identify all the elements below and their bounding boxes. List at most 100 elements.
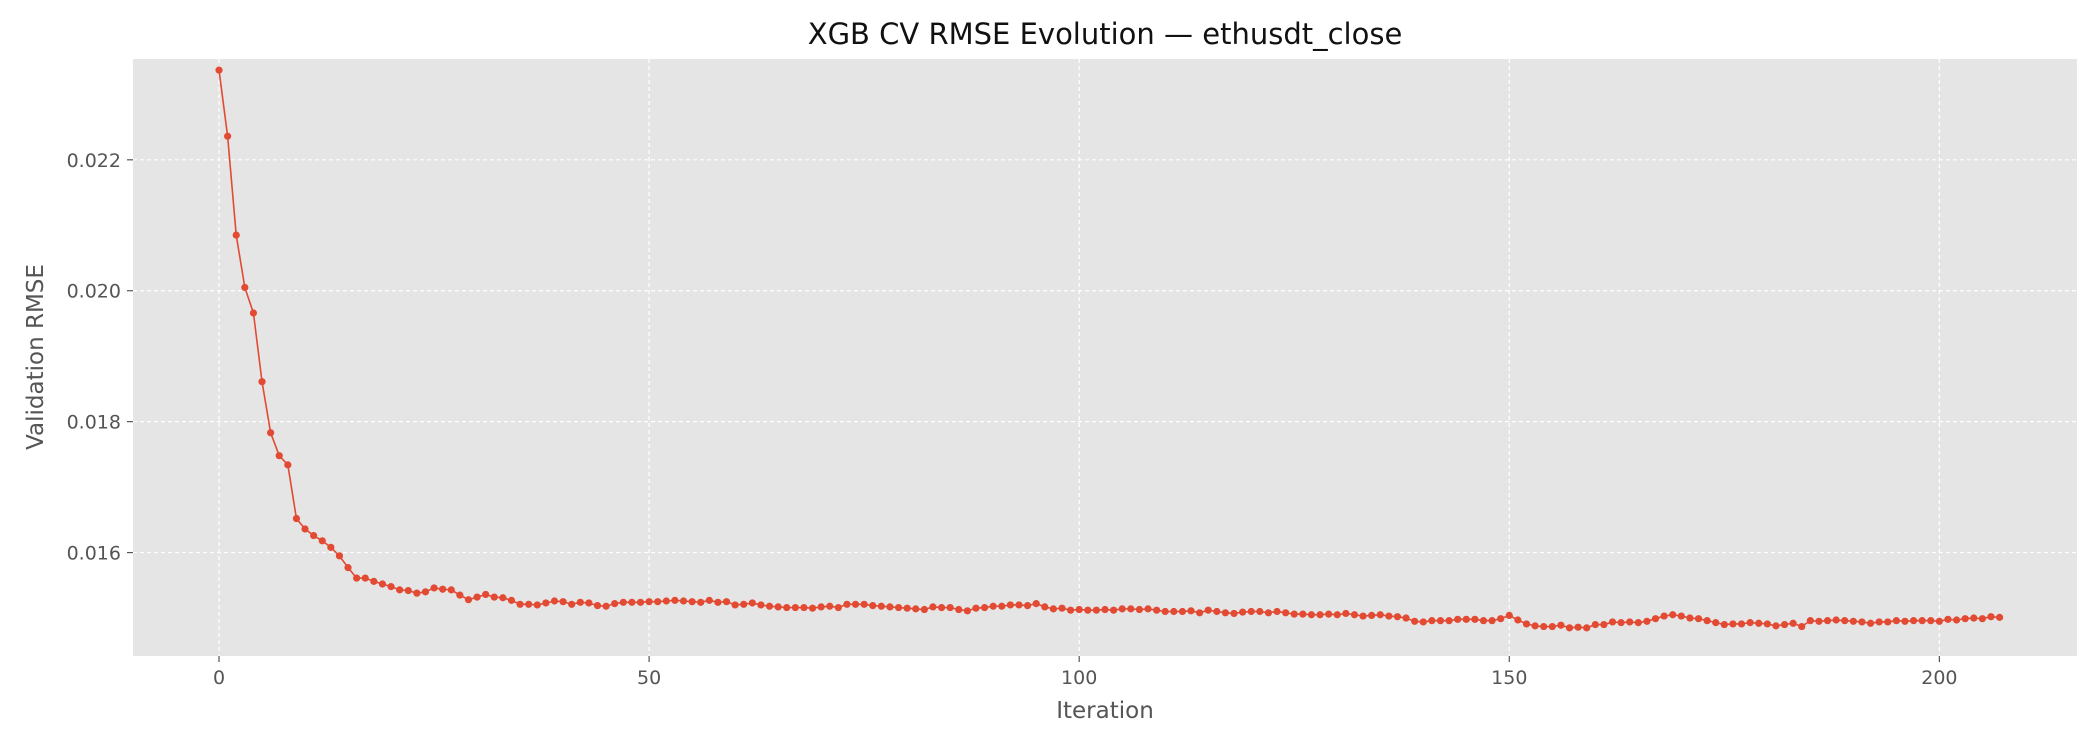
data-point (1454, 615, 1462, 623)
data-point (1608, 618, 1617, 626)
data-point (430, 584, 438, 592)
data-point (869, 602, 877, 610)
data-point (499, 594, 507, 602)
data-point (1849, 617, 1857, 625)
data-point (1987, 613, 1995, 621)
data-point (1755, 619, 1763, 627)
data-point (1669, 611, 1677, 619)
data-point (877, 602, 885, 610)
data-point (1823, 617, 1832, 625)
data-point (636, 598, 645, 606)
data-point (1600, 620, 1608, 629)
data-point (808, 604, 817, 612)
data-point (826, 602, 834, 610)
data-point (1350, 611, 1359, 619)
data-point (1411, 617, 1419, 625)
data-point (267, 429, 275, 437)
data-point (774, 603, 782, 611)
data-point (1161, 607, 1169, 616)
data-point (834, 603, 842, 612)
data-point (1884, 618, 1892, 626)
data-point (714, 598, 722, 606)
grid (133, 59, 2077, 656)
data-point (740, 600, 748, 608)
x-tick-label: 200 (1921, 667, 1957, 689)
data-point (619, 598, 627, 606)
data-point (1032, 600, 1040, 608)
data-point (1720, 620, 1728, 629)
data-point (275, 452, 283, 460)
data-point (1273, 607, 1281, 616)
data-point (396, 586, 404, 594)
data-point (1832, 616, 1840, 624)
y-tick-label: 0.020 (67, 281, 121, 303)
data-point (1772, 622, 1780, 630)
data-point (1789, 619, 1797, 627)
data-point (1488, 617, 1496, 625)
data-point (628, 598, 636, 606)
data-point (972, 604, 980, 612)
data-point (335, 552, 344, 560)
data-point (507, 596, 516, 604)
data-point (757, 601, 765, 609)
data-point (224, 132, 232, 140)
data-point (886, 603, 894, 611)
data-point (731, 601, 739, 609)
data-point (1815, 617, 1823, 625)
data-point (1368, 611, 1376, 620)
data-point (1514, 616, 1522, 624)
data-point (1651, 615, 1660, 623)
data-point (404, 586, 412, 595)
data-point (292, 514, 301, 523)
data-point (1961, 615, 1969, 623)
series-line (218, 70, 2000, 629)
data-point (482, 590, 490, 599)
x-tick-label: 50 (637, 667, 661, 689)
data-point (705, 596, 713, 604)
data-point (370, 577, 378, 585)
data-point (843, 600, 851, 608)
data-point (1187, 607, 1195, 615)
data-point (1497, 615, 1505, 623)
data-point (1591, 620, 1599, 629)
data-point (1780, 620, 1789, 629)
data-point (602, 602, 610, 610)
data-point (611, 600, 619, 608)
data-point (1264, 609, 1273, 617)
data-point (1239, 608, 1247, 616)
data-point (1901, 617, 1909, 625)
data-point (963, 607, 971, 615)
data-point (1583, 624, 1591, 632)
data-point (550, 597, 559, 605)
data-point (361, 574, 369, 582)
data-point (1325, 610, 1333, 618)
data-point (1127, 605, 1135, 613)
data-point (1677, 612, 1685, 620)
data-point (249, 309, 258, 317)
data-point (1746, 619, 1754, 627)
data-point (946, 603, 954, 612)
data-point (903, 604, 911, 612)
data-point (1540, 622, 1548, 631)
data-point (421, 588, 430, 596)
data-point (980, 603, 989, 612)
data-point (533, 601, 541, 609)
data-point (697, 598, 705, 606)
data-point (327, 543, 335, 551)
data-point (1935, 617, 1943, 625)
data-point (1135, 605, 1144, 614)
data-point (1952, 616, 1961, 624)
data-point (989, 602, 997, 610)
data-point (998, 602, 1006, 610)
data-point (1617, 619, 1625, 627)
data-point (1643, 617, 1651, 625)
data-point (542, 599, 550, 607)
data-point (1445, 617, 1453, 625)
y-axis-label: Validation RMSE (23, 264, 49, 450)
data-point (344, 564, 352, 572)
data-point (1110, 606, 1118, 614)
data-point (525, 600, 533, 608)
data-point (1806, 617, 1814, 625)
data-point (1393, 613, 1402, 621)
